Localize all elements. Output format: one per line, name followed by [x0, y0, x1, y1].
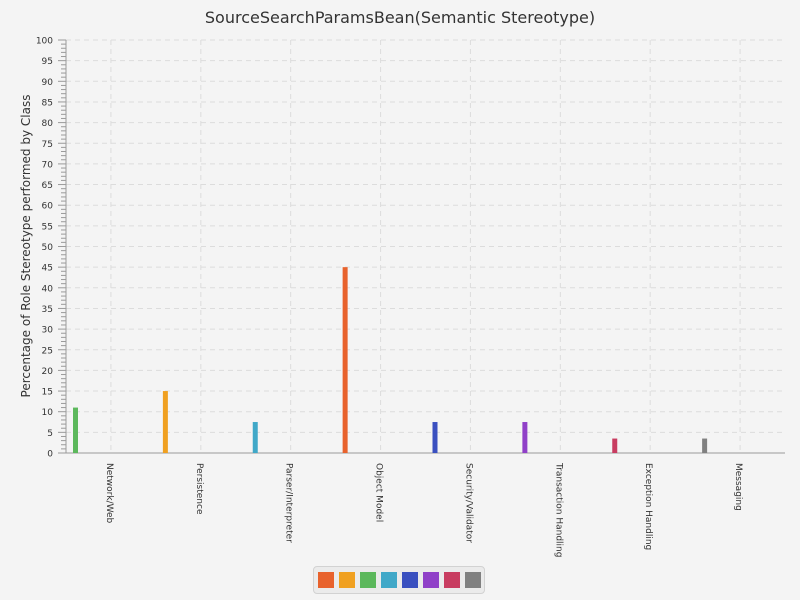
bar [432, 422, 438, 453]
legend-swatch [443, 572, 460, 588]
y-tick-label: 0 [47, 450, 53, 460]
y-axis-label: Percentage of Role Stereotype performed … [19, 95, 33, 398]
y-tick-label: 75 [42, 140, 53, 150]
grid [66, 39, 785, 454]
y-tick-label: 85 [42, 98, 53, 108]
bars [73, 267, 708, 453]
bar [612, 438, 618, 453]
legend-swatch [464, 572, 481, 588]
y-tick-label: 100 [36, 37, 53, 47]
legend-swatch [338, 572, 355, 588]
x-tick-label: Security/Validator [463, 463, 473, 543]
legend-swatch [359, 572, 376, 588]
y-axis-ticks: 0 5 10 15 20 25 30 35 40 45 50 55 60 65 70 75 80 85 90 95 10… [36, 37, 66, 460]
legend-swatch [317, 572, 334, 588]
y-tick-label: 30 [42, 326, 54, 336]
y-tick-label: 70 [42, 160, 54, 170]
x-tick-label: Object Model [374, 463, 384, 522]
chart-title: SourceSearchParamsBean(Semantic Stereoty… [205, 8, 595, 27]
y-tick-label: 40 [42, 284, 54, 294]
y-tick-label: 15 [42, 388, 53, 398]
y-tick-label: 20 [42, 367, 54, 377]
y-tick-label: 80 [42, 119, 54, 129]
y-tick-label: 35 [42, 305, 53, 315]
y-tick-label: 65 [42, 181, 53, 191]
legend-swatch [401, 572, 418, 588]
bar [702, 438, 708, 453]
y-tick-label: 55 [42, 222, 53, 232]
x-tick-label: Persistence [194, 463, 204, 515]
y-tick-label: 50 [42, 243, 54, 253]
y-tick-label: 25 [42, 346, 53, 356]
x-tick-label: Messaging [733, 463, 743, 511]
bar [73, 407, 78, 453]
y-tick-label: 90 [42, 78, 54, 88]
x-tick-label: Transaction Handling [553, 462, 563, 557]
bar [342, 267, 348, 453]
legend-swatch [380, 572, 397, 588]
y-tick-label: 10 [42, 408, 54, 418]
axes [65, 40, 785, 454]
x-tick-label: Exception Handling [643, 463, 653, 550]
bar [522, 422, 528, 453]
x-tick-label: Parser/Interpreter [284, 463, 294, 543]
y-tick-label: 45 [42, 264, 53, 274]
x-tick-label: Network/Web [104, 463, 114, 524]
y-tick-label: 60 [42, 202, 54, 212]
y-tick-label: 95 [42, 57, 53, 67]
legend-swatch [422, 572, 439, 588]
y-tick-label: 5 [47, 429, 53, 439]
bar [252, 422, 258, 453]
x-axis-ticks: Network/Web Persistence Parser/Interpreter… [104, 462, 743, 557]
legend [313, 566, 485, 594]
bar [162, 391, 168, 453]
